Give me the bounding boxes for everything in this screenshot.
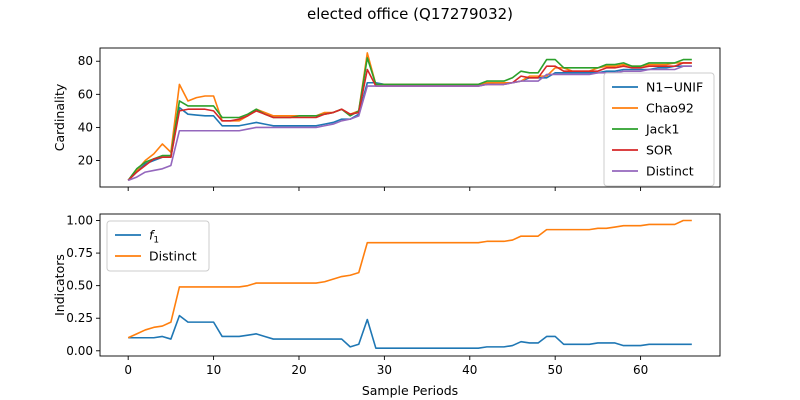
x-tick-label: 60 <box>633 363 648 377</box>
y-tick-label: 20 <box>78 154 93 168</box>
y-axis-label: Indicators <box>52 254 67 316</box>
legend-label: Jack1 <box>645 122 679 137</box>
y-tick-label: 1.00 <box>66 214 93 228</box>
legend-label: Distinct <box>149 249 197 264</box>
axes-frame <box>99 47 721 188</box>
legend: N1−UNIF Chao92 Jack1 SOR Distinct <box>603 72 715 187</box>
x-tick-label: 50 <box>548 363 563 377</box>
legend-label: Chao92 <box>646 101 694 116</box>
y-tick-label: 80 <box>78 54 93 68</box>
figure-title: elected office (Q17279032) <box>307 5 513 23</box>
series-line-1-1 <box>127 219 692 339</box>
legend-label: Distinct <box>646 164 694 179</box>
y-axis-label: Cardinality <box>52 83 67 151</box>
legend-label-f: f <box>149 228 155 243</box>
x-tick-label: 10 <box>206 363 221 377</box>
legend-label: N1−UNIF <box>646 80 703 95</box>
cardinality-panel: 20 40 60 80 Cardinality N1−UNIF Chao92 Jack1 SOR… <box>52 47 721 191</box>
x-tick-label: 30 <box>377 363 392 377</box>
x-tick-label: 40 <box>462 363 477 377</box>
legend-label: f1 <box>149 228 159 246</box>
axes-frame <box>99 213 721 357</box>
series-line-0-4 <box>127 65 692 182</box>
x-tick-label: 20 <box>291 363 306 377</box>
legend-box <box>603 72 715 187</box>
x-axis-label: Sample Periods <box>362 383 458 398</box>
y-tick-label: 0.75 <box>66 246 93 260</box>
legend-label-sub: 1 <box>153 236 159 246</box>
y-tick-label: 0.50 <box>66 279 93 293</box>
legend-box <box>106 220 210 272</box>
series-line-1-0 <box>128 314 692 349</box>
y-tick-label: 0.25 <box>66 311 93 325</box>
y-tick-label: 60 <box>78 87 93 101</box>
y-tick-label: 40 <box>78 120 93 134</box>
y-tick-label: 0.00 <box>66 344 93 358</box>
series-line-0-2 <box>127 57 692 181</box>
legend: f1 Distinct <box>106 220 210 272</box>
x-tick-label: 0 <box>124 363 132 377</box>
indicators-panel: 0 10 20 30 40 50 60 0.00 0.25 0.50 0.75 1.00 Indicat… <box>52 213 721 398</box>
legend-label: SOR <box>646 143 673 158</box>
